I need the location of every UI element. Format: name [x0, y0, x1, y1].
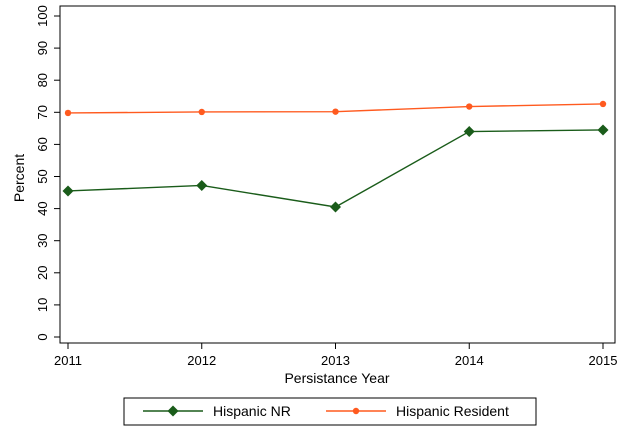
plot-area [59, 5, 616, 344]
legend-marker-hispanic-nr [167, 405, 179, 417]
x-tick-label: 2013 [321, 353, 350, 368]
y-tick-label: 0 [35, 333, 50, 340]
x-tick-label: 2014 [455, 353, 484, 368]
x-tick-label: 2011 [54, 353, 82, 368]
data-point-hispanic-nr [597, 124, 609, 136]
y-tick-label: 100 [35, 5, 50, 27]
legend-label-hispanic-resident: Hispanic Resident [396, 403, 509, 419]
legend: Hispanic NR Hispanic Resident [123, 397, 537, 426]
data-point-hispanic-nr [330, 201, 341, 213]
data-point-hispanic-resident [599, 100, 607, 108]
y-tick-label: 60 [35, 137, 50, 151]
series-layer [62, 100, 609, 213]
data-point-hispanic-resident [64, 109, 72, 117]
y-tick-label: 10 [35, 298, 50, 312]
data-point-hispanic-resident [332, 108, 339, 115]
data-point-hispanic-nr [196, 179, 208, 191]
y-tick-label: 20 [35, 266, 50, 280]
x-tick-label: 2012 [187, 353, 216, 368]
legend-label-hispanic-nr: Hispanic NR [213, 403, 291, 419]
x-axis-title: Persistance Year [284, 370, 389, 386]
y-tick-label: 90 [35, 41, 50, 55]
data-point-hispanic-resident [466, 103, 473, 110]
y-tick-label: 30 [35, 233, 50, 247]
y-axis-title: Percent [11, 154, 27, 202]
data-point-hispanic-nr [463, 126, 475, 138]
data-point-hispanic-nr [62, 185, 74, 197]
x-axis: 2011 2012 2013 2014 2015 [54, 343, 617, 368]
legend-marker-hispanic-resident [352, 407, 360, 415]
y-tick-label: 40 [35, 201, 50, 215]
legend-entries: Hispanic NR Hispanic Resident [143, 403, 509, 419]
y-tick-label: 80 [35, 73, 50, 87]
x-tick-label: 2015 [589, 353, 618, 368]
data-point-hispanic-resident [198, 108, 205, 116]
y-tick-label: 70 [35, 105, 50, 119]
y-axis: 0 10 20 30 40 50 60 70 80 90 100 [35, 5, 60, 341]
y-tick-label: 50 [35, 169, 50, 183]
